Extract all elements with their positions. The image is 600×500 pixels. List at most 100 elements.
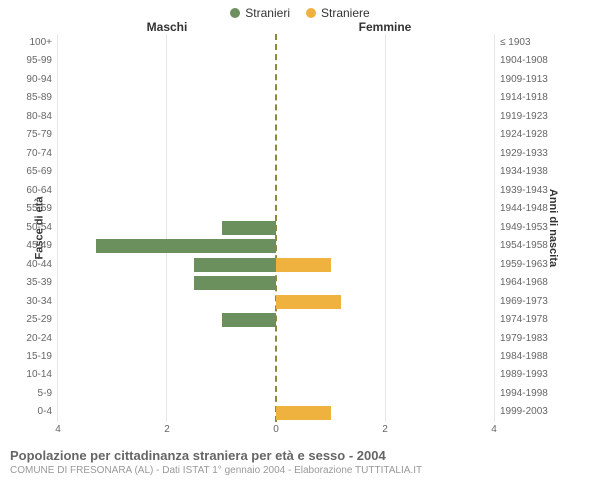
female-row bbox=[276, 126, 494, 144]
legend-swatch-male bbox=[230, 8, 240, 18]
male-bar bbox=[96, 239, 276, 253]
female-row bbox=[276, 34, 494, 52]
age-label: 5-9 bbox=[0, 385, 58, 403]
age-label: 55-59 bbox=[0, 200, 58, 218]
male-row bbox=[58, 219, 276, 237]
age-label-column: 100+95-9990-9485-8980-8475-7970-7465-696… bbox=[0, 34, 58, 422]
male-row bbox=[58, 71, 276, 89]
female-row bbox=[276, 237, 494, 255]
caption-title: Popolazione per cittadinanza straniera p… bbox=[10, 448, 590, 463]
age-label: 70-74 bbox=[0, 145, 58, 163]
birth-label: 1909-1913 bbox=[494, 71, 564, 89]
birth-label: 1984-1988 bbox=[494, 348, 564, 366]
birth-label: 1929-1933 bbox=[494, 145, 564, 163]
birth-label: 1979-1983 bbox=[494, 330, 564, 348]
male-row bbox=[58, 348, 276, 366]
x-tick: 4 bbox=[55, 424, 61, 435]
age-label: 75-79 bbox=[0, 126, 58, 144]
age-label: 0-4 bbox=[0, 403, 58, 421]
column-headers: Maschi Femmine bbox=[0, 20, 600, 34]
birth-label: 1914-1918 bbox=[494, 89, 564, 107]
male-row bbox=[58, 403, 276, 421]
legend-label-male: Stranieri bbox=[245, 6, 290, 20]
female-bar bbox=[276, 258, 331, 272]
legend-swatch-female bbox=[306, 8, 316, 18]
female-row bbox=[276, 293, 494, 311]
age-label: 50-54 bbox=[0, 219, 58, 237]
age-label: 65-69 bbox=[0, 163, 58, 181]
female-bar bbox=[276, 406, 331, 420]
birth-label: 1974-1978 bbox=[494, 311, 564, 329]
male-row bbox=[58, 385, 276, 403]
birth-label: 1959-1963 bbox=[494, 256, 564, 274]
plot-area: Fasce di età Anni di nascita 100+95-9990… bbox=[0, 34, 600, 422]
age-label: 95-99 bbox=[0, 52, 58, 70]
male-row bbox=[58, 89, 276, 107]
legend-label-female: Straniere bbox=[321, 6, 370, 20]
female-row bbox=[276, 256, 494, 274]
birth-label: 1944-1948 bbox=[494, 200, 564, 218]
male-row bbox=[58, 274, 276, 292]
birth-label: ≤ 1903 bbox=[494, 34, 564, 52]
age-label: 40-44 bbox=[0, 256, 58, 274]
female-row bbox=[276, 200, 494, 218]
birth-label: 1999-2003 bbox=[494, 403, 564, 421]
male-bar bbox=[194, 276, 276, 290]
male-row bbox=[58, 52, 276, 70]
header-female: Femmine bbox=[276, 20, 494, 34]
birth-label: 1969-1973 bbox=[494, 293, 564, 311]
female-row bbox=[276, 385, 494, 403]
birth-label: 1919-1923 bbox=[494, 108, 564, 126]
x-tick: 2 bbox=[382, 424, 388, 435]
female-row bbox=[276, 219, 494, 237]
age-label: 80-84 bbox=[0, 108, 58, 126]
birth-label: 1964-1968 bbox=[494, 274, 564, 292]
female-bars-column bbox=[276, 34, 494, 422]
legend-item-female: Straniere bbox=[306, 6, 370, 20]
age-label: 60-64 bbox=[0, 182, 58, 200]
birth-label: 1904-1908 bbox=[494, 52, 564, 70]
age-label: 20-24 bbox=[0, 330, 58, 348]
female-row bbox=[276, 71, 494, 89]
birth-label: 1934-1938 bbox=[494, 163, 564, 181]
header-male: Maschi bbox=[58, 20, 276, 34]
female-bar bbox=[276, 295, 341, 309]
x-ticks-left: 024 bbox=[58, 422, 276, 442]
female-row bbox=[276, 52, 494, 70]
age-label: 45-49 bbox=[0, 237, 58, 255]
birth-label: 1989-1993 bbox=[494, 366, 564, 384]
age-label: 25-29 bbox=[0, 311, 58, 329]
age-label: 10-14 bbox=[0, 366, 58, 384]
age-label: 100+ bbox=[0, 34, 58, 52]
male-row bbox=[58, 108, 276, 126]
male-row bbox=[58, 366, 276, 384]
male-row bbox=[58, 34, 276, 52]
female-row bbox=[276, 366, 494, 384]
male-row bbox=[58, 237, 276, 255]
female-row bbox=[276, 274, 494, 292]
x-axis: 024 24 bbox=[0, 422, 600, 442]
age-label: 85-89 bbox=[0, 89, 58, 107]
caption: Popolazione per cittadinanza straniera p… bbox=[0, 442, 600, 476]
birth-label: 1954-1958 bbox=[494, 237, 564, 255]
male-bar bbox=[222, 313, 277, 327]
male-row bbox=[58, 311, 276, 329]
male-row bbox=[58, 163, 276, 181]
birth-label: 1949-1953 bbox=[494, 219, 564, 237]
male-bar bbox=[194, 258, 276, 272]
male-row bbox=[58, 200, 276, 218]
female-row bbox=[276, 311, 494, 329]
male-row bbox=[58, 256, 276, 274]
legend-item-male: Stranieri bbox=[230, 6, 290, 20]
birth-label: 1994-1998 bbox=[494, 385, 564, 403]
legend: Stranieri Straniere bbox=[0, 0, 600, 20]
birth-label: 1924-1928 bbox=[494, 126, 564, 144]
male-bars-column bbox=[58, 34, 276, 422]
female-row bbox=[276, 182, 494, 200]
female-row bbox=[276, 145, 494, 163]
female-row bbox=[276, 348, 494, 366]
male-row bbox=[58, 293, 276, 311]
female-row bbox=[276, 89, 494, 107]
age-label: 30-34 bbox=[0, 293, 58, 311]
x-tick: 2 bbox=[164, 424, 170, 435]
